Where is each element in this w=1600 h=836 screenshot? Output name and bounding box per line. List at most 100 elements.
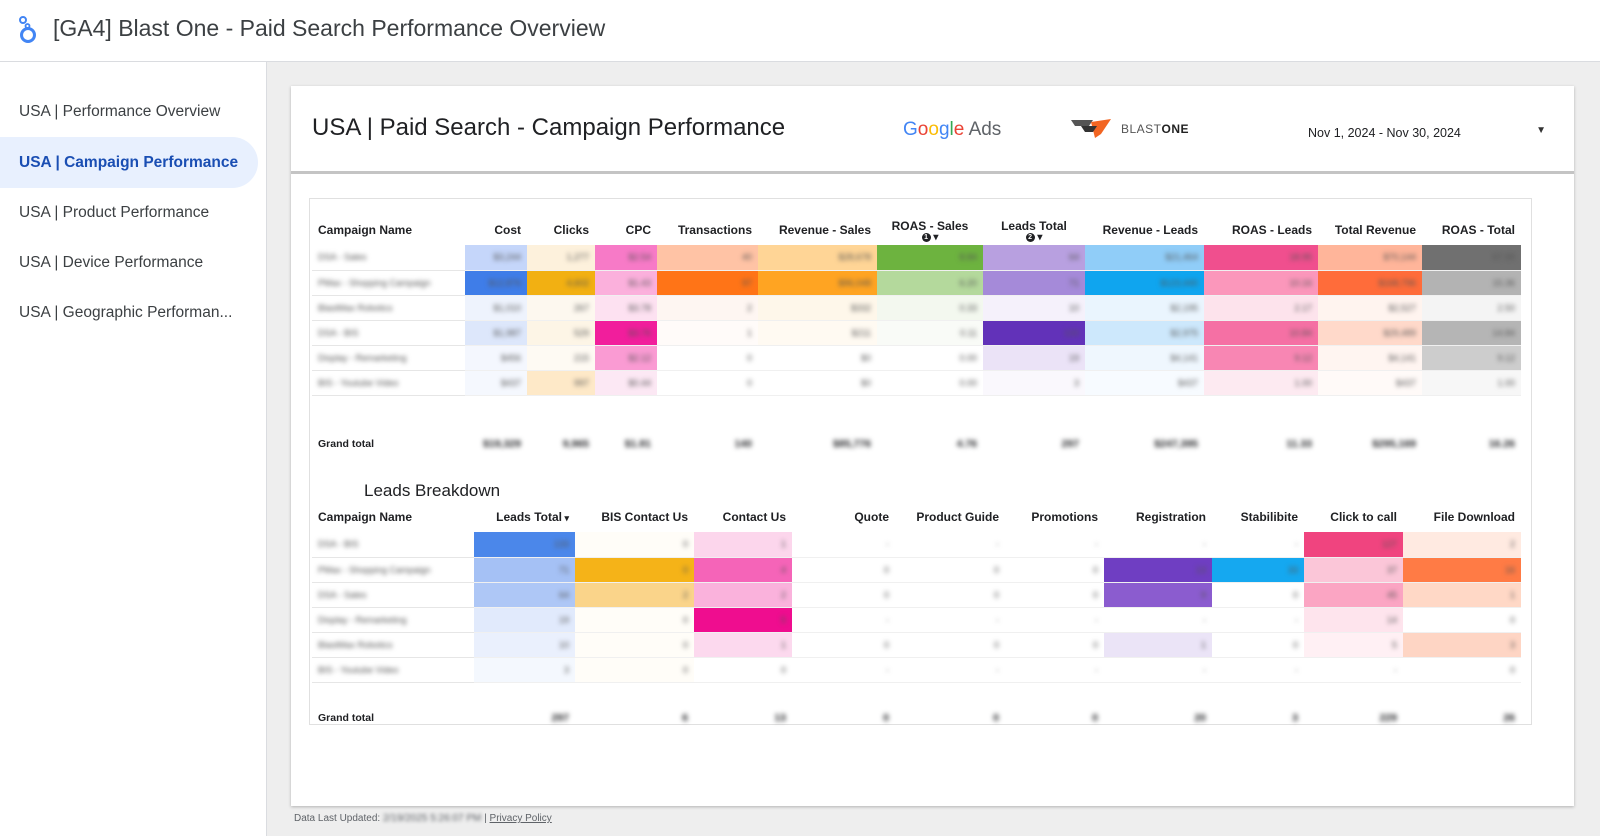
grand-total-cell: 16.26 bbox=[1488, 437, 1515, 450]
metric-cell: $28,678 bbox=[758, 245, 877, 271]
metric-cell: 1 bbox=[657, 320, 758, 346]
metric-cell: $29,489 bbox=[1318, 320, 1422, 346]
nav-item-product-performance[interactable]: USA | Product Performance bbox=[19, 204, 210, 221]
metric-cell: 1,277 bbox=[527, 245, 595, 271]
metric-cell: - bbox=[1005, 532, 1104, 558]
table-row[interactable]: PMax - Shopping Campaign $12,876 4,602 $1.4… bbox=[312, 270, 1521, 296]
metric-cell: 529 bbox=[527, 320, 595, 346]
campaign-name-cell: BlastMax Robotics bbox=[312, 295, 465, 321]
metric-cell: $1.43 bbox=[595, 270, 657, 296]
column-header-revenue-leads[interactable]: Revenue - Leads bbox=[1102, 223, 1198, 237]
table-row[interactable]: Display - Remarketing $456 215 $2.12 0 $0 0.00… bbox=[312, 345, 1521, 371]
column-header-clicks[interactable]: Clicks bbox=[553, 223, 589, 237]
column-header-product-guide[interactable]: Product Guide bbox=[916, 510, 999, 524]
metric-cell: 0 bbox=[575, 607, 694, 633]
column-header-contact-us[interactable]: Contact Us bbox=[722, 510, 786, 524]
nav-item-geographic-performance[interactable]: USA | Geographic Performan... bbox=[19, 304, 233, 321]
metric-cell: - bbox=[792, 657, 895, 683]
tables-container bbox=[309, 198, 1532, 725]
column-header-transactions[interactable]: Transactions bbox=[677, 223, 752, 237]
column-header-roas-leads[interactable]: ROAS - Leads bbox=[1231, 223, 1312, 237]
column-header-promotions[interactable]: Promotions bbox=[1031, 510, 1098, 524]
metric-cell: 64 bbox=[474, 582, 575, 608]
metric-cell: $2,527 bbox=[1318, 295, 1422, 321]
campaign-name-cell: BIS - Youtube Video bbox=[312, 657, 474, 683]
table-row[interactable]: DSA - BIS $1,987 529 $3.76 1 $211 0.11 133 $2,97… bbox=[312, 320, 1521, 346]
info-badge-icon[interactable]: 1 bbox=[921, 232, 931, 242]
table-row[interactable]: BlastMax Robotics $1,010 267 $3.78 2 $332 0.33… bbox=[312, 295, 1521, 321]
metric-cell: - bbox=[1212, 532, 1304, 558]
sort-caret-icon: ▾ bbox=[930, 232, 939, 243]
campaign-name-cell: Display - Remarketing bbox=[312, 607, 474, 633]
metric-cell: - bbox=[792, 532, 895, 558]
column-header-file-download[interactable]: File Download bbox=[1433, 510, 1515, 524]
metric-cell: $2.54 bbox=[595, 245, 657, 271]
table-header-row: Campaign Name Cost Clicks CPC Transactions Re… bbox=[312, 211, 1521, 245]
column-header-roas-total[interactable]: ROAS - Total bbox=[1441, 223, 1515, 237]
metric-cell: 1.00 bbox=[1204, 370, 1318, 396]
report-canvas: USA | Paid Search - Campaign Performance… bbox=[291, 86, 1574, 806]
google-ads-logo: Google Ads bbox=[903, 119, 1002, 140]
grand-total-cell: $1.81 bbox=[624, 437, 651, 450]
table-row[interactable]: PMax - Shopping Campaign 71 0 4 0 0 0 13 33 37 16 bbox=[312, 557, 1521, 583]
metric-cell: 127 bbox=[1304, 532, 1403, 558]
column-header-stabilibite[interactable]: Stabilibite bbox=[1240, 510, 1298, 524]
metric-cell: 0 bbox=[1403, 607, 1521, 633]
footer: Data Last Updated: 2/19/2025 5:26:07 PM … bbox=[294, 813, 552, 824]
metric-cell: 10 bbox=[474, 632, 575, 658]
last-updated-value: 2/19/2025 5:26:07 PM bbox=[382, 813, 482, 824]
info-badge-icon[interactable]: 2 bbox=[1025, 232, 1035, 242]
metric-cell: 13 bbox=[1104, 557, 1212, 583]
nav-item-performance-overview[interactable]: USA | Performance Overview bbox=[19, 103, 221, 120]
table-row[interactable]: DSA - Sales $3,244 1,277 $2.54 40 $28,678 8.84… bbox=[312, 245, 1521, 271]
campaign-performance-table: Campaign Name Cost Clicks CPC Transactions Re… bbox=[312, 211, 1521, 456]
column-header-click-to-call[interactable]: Click to call bbox=[1330, 510, 1397, 524]
table-row[interactable]: BIS - Youtube Video 3 0 0- - - - - -0 bbox=[312, 657, 1521, 683]
campaign-name-cell: DSA - Sales bbox=[312, 245, 465, 271]
metric-cell: 10 bbox=[983, 295, 1085, 321]
campaign-name-cell: DSA - Sales bbox=[312, 582, 474, 608]
metric-cell: 3 bbox=[1403, 632, 1521, 658]
column-header-cost[interactable]: Cost bbox=[494, 223, 521, 237]
table-row[interactable]: BlastMax Robotics 10 0 1 0 0 0 1 0 5 3 bbox=[312, 632, 1521, 658]
metric-cell: 0 bbox=[792, 557, 895, 583]
leads-breakdown-table: Campaign Name Leads Total ▾ BIS Contact Us… bbox=[312, 498, 1521, 730]
grand-total-cell: 229 bbox=[1379, 711, 1397, 724]
table-row[interactable]: DSA - Sales 64 2 2 0 0 0 9 0 45 1 bbox=[312, 582, 1521, 608]
column-header-total-revenue[interactable]: Total Revenue bbox=[1334, 223, 1416, 237]
column-header-leads-total[interactable]: Leads Total ▾ bbox=[496, 510, 569, 524]
metric-cell: $437 bbox=[1318, 370, 1422, 396]
date-range-picker[interactable]: Nov 1, 2024 - Nov 30, 2024 ▼ bbox=[1308, 125, 1546, 140]
column-header-revenue-sales[interactable]: Revenue - Sales bbox=[778, 223, 871, 237]
column-header-leads-total[interactable]: Leads Total 2 ▾ bbox=[1001, 218, 1067, 243]
column-header-quote[interactable]: Quote bbox=[854, 510, 889, 524]
grand-total-cell: $247,395 bbox=[1154, 437, 1198, 450]
table-row[interactable]: BIS - Youtube Video $437 997 $0.44 0 $0 0.00 3 $… bbox=[312, 370, 1521, 396]
column-header-registration[interactable]: Registration bbox=[1135, 510, 1206, 524]
looker-studio-logo-icon[interactable] bbox=[14, 14, 42, 46]
campaign-name-cell: DSA - BIS bbox=[312, 320, 465, 346]
metric-cell: 2 bbox=[694, 582, 792, 608]
metric-cell: 0 bbox=[575, 557, 694, 583]
metric-cell: $2.12 bbox=[595, 345, 657, 371]
column-header-bis-contact-us[interactable]: BIS Contact Us bbox=[601, 510, 688, 524]
metric-cell: 1 bbox=[694, 632, 792, 658]
metric-cell: $3.78 bbox=[595, 295, 657, 321]
column-header-roas-sales[interactable]: ROAS - Sales 1 ▾ bbox=[891, 218, 969, 243]
metric-cell: $0 bbox=[758, 370, 877, 396]
metric-cell: - bbox=[1104, 607, 1212, 633]
metric-cell: 0 bbox=[575, 532, 694, 558]
metric-cell: 3 bbox=[983, 370, 1085, 396]
nav-item-device-performance[interactable]: USA | Device Performance bbox=[19, 254, 204, 271]
column-header-campaign-name[interactable]: Campaign Name bbox=[318, 223, 413, 237]
metric-cell: 10.84 bbox=[1204, 320, 1318, 346]
footer-separator: | bbox=[484, 813, 487, 824]
table-row[interactable]: Display - Remarketing 19 0 5- - - - -14 0 bbox=[312, 607, 1521, 633]
column-header-campaign-name[interactable]: Campaign Name bbox=[318, 510, 413, 524]
metric-cell: 3 bbox=[474, 657, 575, 683]
column-header-cpc[interactable]: CPC bbox=[625, 223, 651, 237]
table-row[interactable]: DSA - BIS 133 0 1- - - - -127 2 bbox=[312, 532, 1521, 558]
privacy-policy-link[interactable]: Privacy Policy bbox=[489, 813, 552, 824]
metric-cell: 2.17 bbox=[1204, 295, 1318, 321]
nav-item-campaign-performance[interactable]: USA | Campaign Performance bbox=[0, 137, 258, 188]
